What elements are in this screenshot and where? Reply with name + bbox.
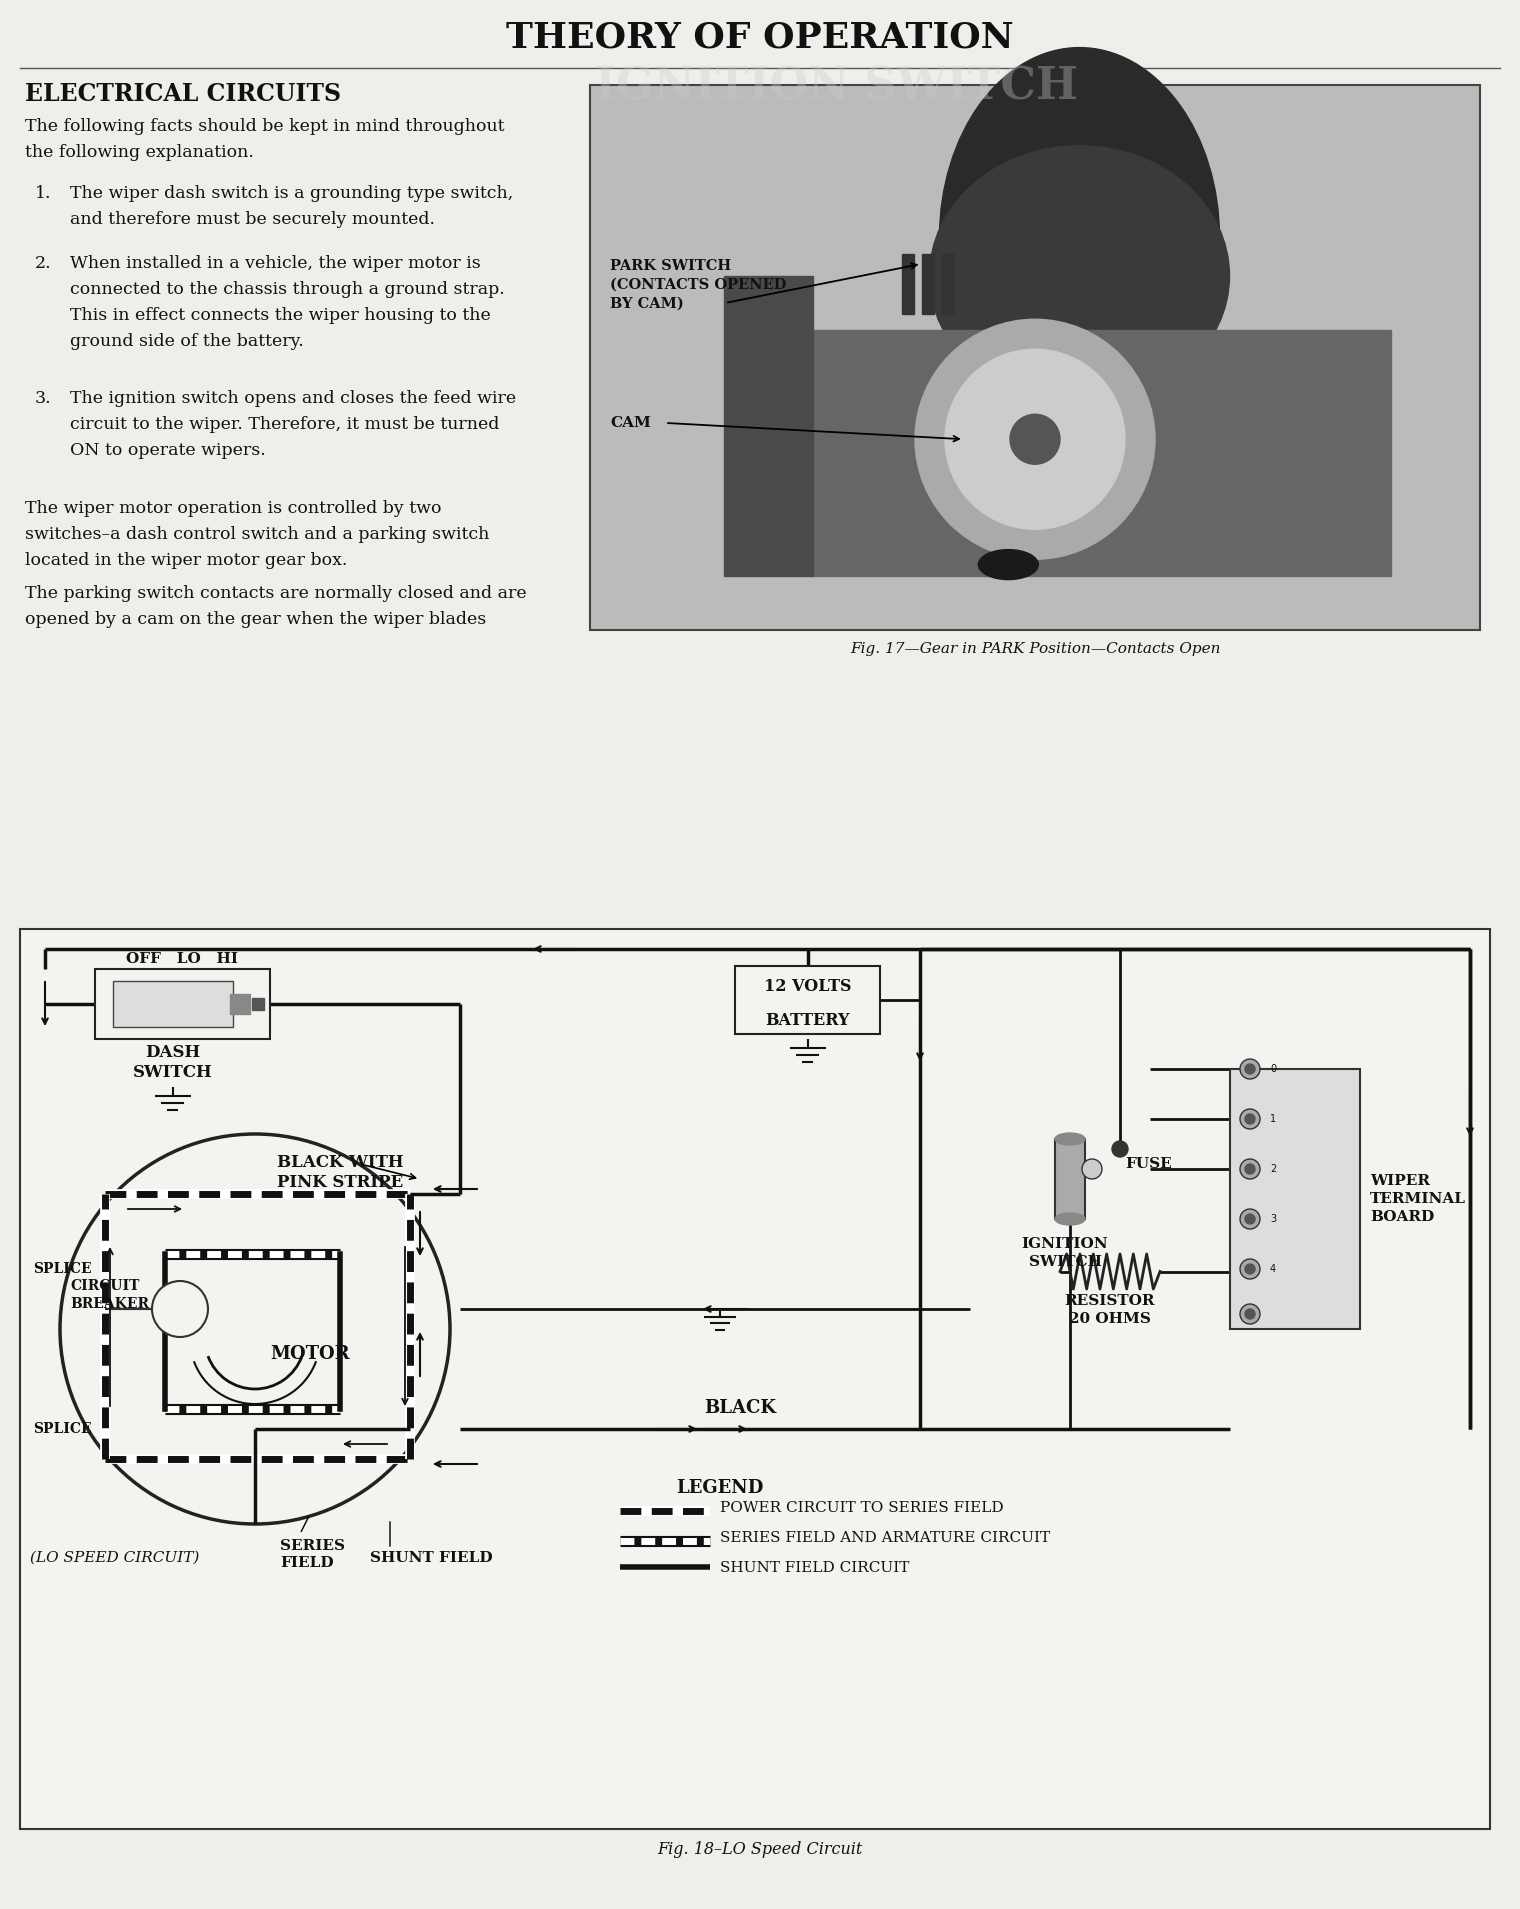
Text: POWER CIRCUIT TO SERIES FIELD: POWER CIRCUIT TO SERIES FIELD bbox=[720, 1500, 1003, 1516]
Bar bbox=[724, 275, 813, 575]
Text: When installed in a vehicle, the wiper motor is
connected to the chassis through: When installed in a vehicle, the wiper m… bbox=[70, 256, 505, 349]
Text: CIRCUIT
BREAKER: CIRCUIT BREAKER bbox=[70, 1279, 149, 1311]
Text: 12 VOLTS: 12 VOLTS bbox=[763, 977, 851, 995]
Ellipse shape bbox=[930, 145, 1230, 407]
Text: SHUNT FIELD CIRCUIT: SHUNT FIELD CIRCUIT bbox=[720, 1562, 909, 1575]
Text: IGNITION SWITCH: IGNITION SWITCH bbox=[594, 65, 1078, 109]
Circle shape bbox=[59, 1134, 450, 1523]
Text: ELECTRICAL CIRCUITS: ELECTRICAL CIRCUITS bbox=[24, 82, 340, 107]
Text: SPLICE: SPLICE bbox=[33, 1262, 93, 1275]
Bar bbox=[1230, 1069, 1360, 1329]
Bar bbox=[590, 86, 1480, 630]
Circle shape bbox=[1240, 1109, 1260, 1128]
Bar bbox=[813, 330, 1391, 575]
Text: 1.: 1. bbox=[35, 185, 52, 202]
Bar bbox=[901, 254, 914, 313]
Text: 3: 3 bbox=[1271, 1214, 1277, 1224]
Bar bbox=[921, 254, 933, 313]
Text: PARK SWITCH
(CONTACTS OPENED
BY CAM): PARK SWITCH (CONTACTS OPENED BY CAM) bbox=[610, 260, 786, 309]
Text: (LO SPEED CIRCUIT): (LO SPEED CIRCUIT) bbox=[30, 1550, 199, 1565]
Ellipse shape bbox=[1055, 1134, 1085, 1145]
Bar bbox=[941, 254, 953, 313]
Circle shape bbox=[1113, 1142, 1128, 1157]
Circle shape bbox=[1245, 1310, 1256, 1319]
Circle shape bbox=[1240, 1059, 1260, 1079]
Circle shape bbox=[1245, 1115, 1256, 1124]
Bar bbox=[1055, 1140, 1085, 1220]
Text: THEORY OF OPERATION: THEORY OF OPERATION bbox=[506, 19, 1014, 53]
Bar bbox=[112, 981, 233, 1027]
Text: RESISTOR
20 OHMS: RESISTOR 20 OHMS bbox=[1064, 1294, 1155, 1327]
Text: SERIES
FIELD: SERIES FIELD bbox=[280, 1539, 345, 1571]
Circle shape bbox=[1245, 1164, 1256, 1174]
Bar bbox=[736, 966, 880, 1035]
Text: MOTOR: MOTOR bbox=[271, 1346, 350, 1363]
Text: BLACK: BLACK bbox=[704, 1399, 777, 1416]
Text: IGNITION
SWITCH: IGNITION SWITCH bbox=[1021, 1237, 1108, 1269]
Text: 1: 1 bbox=[1271, 1115, 1277, 1124]
Circle shape bbox=[1245, 1063, 1256, 1075]
Circle shape bbox=[915, 319, 1155, 559]
Text: WIPER
TERMINAL
BOARD: WIPER TERMINAL BOARD bbox=[1370, 1174, 1465, 1224]
Circle shape bbox=[1082, 1159, 1102, 1180]
Circle shape bbox=[1245, 1214, 1256, 1224]
Circle shape bbox=[1240, 1208, 1260, 1229]
Text: FUSE: FUSE bbox=[1125, 1157, 1172, 1170]
Circle shape bbox=[945, 349, 1125, 529]
Circle shape bbox=[1009, 414, 1059, 464]
Ellipse shape bbox=[939, 48, 1219, 428]
Text: CAM: CAM bbox=[610, 416, 651, 430]
Text: 2: 2 bbox=[1271, 1164, 1277, 1174]
Text: 4: 4 bbox=[1271, 1264, 1277, 1273]
Text: 0: 0 bbox=[1271, 1063, 1277, 1075]
Text: Fig. 17—Gear in PARK Position—Contacts Open: Fig. 17—Gear in PARK Position—Contacts O… bbox=[850, 641, 1221, 657]
Text: SERIES FIELD AND ARMATURE CIRCUIT: SERIES FIELD AND ARMATURE CIRCUIT bbox=[720, 1531, 1050, 1544]
Text: OFF   LO   HI: OFF LO HI bbox=[126, 953, 239, 966]
Text: 3.: 3. bbox=[35, 389, 52, 407]
Circle shape bbox=[1245, 1264, 1256, 1273]
Text: The wiper dash switch is a grounding type switch,
and therefore must be securely: The wiper dash switch is a grounding typ… bbox=[70, 185, 514, 227]
Ellipse shape bbox=[1055, 1212, 1085, 1226]
Text: The ignition switch opens and closes the feed wire
circuit to the wiper. Therefo: The ignition switch opens and closes the… bbox=[70, 389, 517, 460]
Ellipse shape bbox=[979, 550, 1038, 580]
Bar bbox=[230, 995, 249, 1014]
Text: LEGEND: LEGEND bbox=[676, 1479, 763, 1497]
Circle shape bbox=[1240, 1159, 1260, 1180]
Circle shape bbox=[152, 1281, 208, 1336]
Text: SPLICE: SPLICE bbox=[33, 1422, 93, 1436]
Bar bbox=[94, 970, 271, 1038]
Text: BATTERY: BATTERY bbox=[765, 1012, 850, 1029]
Text: SHUNT FIELD: SHUNT FIELD bbox=[369, 1550, 492, 1565]
Text: DASH
SWITCH: DASH SWITCH bbox=[132, 1044, 213, 1080]
Text: BLACK WITH
PINK STRIPE: BLACK WITH PINK STRIPE bbox=[277, 1155, 403, 1191]
Text: Fig. 18–LO Speed Circuit: Fig. 18–LO Speed Circuit bbox=[657, 1840, 863, 1857]
Text: The wiper motor operation is controlled by two
switches–a dash control switch an: The wiper motor operation is controlled … bbox=[24, 500, 489, 569]
Bar bbox=[20, 930, 1490, 1829]
Circle shape bbox=[1240, 1304, 1260, 1325]
Text: The parking switch contacts are normally closed and are
opened by a cam on the g: The parking switch contacts are normally… bbox=[24, 584, 526, 628]
Bar bbox=[252, 998, 264, 1010]
Text: 2.: 2. bbox=[35, 256, 52, 271]
Circle shape bbox=[1240, 1260, 1260, 1279]
Text: The following facts should be kept in mind throughout
the following explanation.: The following facts should be kept in mi… bbox=[24, 118, 505, 160]
